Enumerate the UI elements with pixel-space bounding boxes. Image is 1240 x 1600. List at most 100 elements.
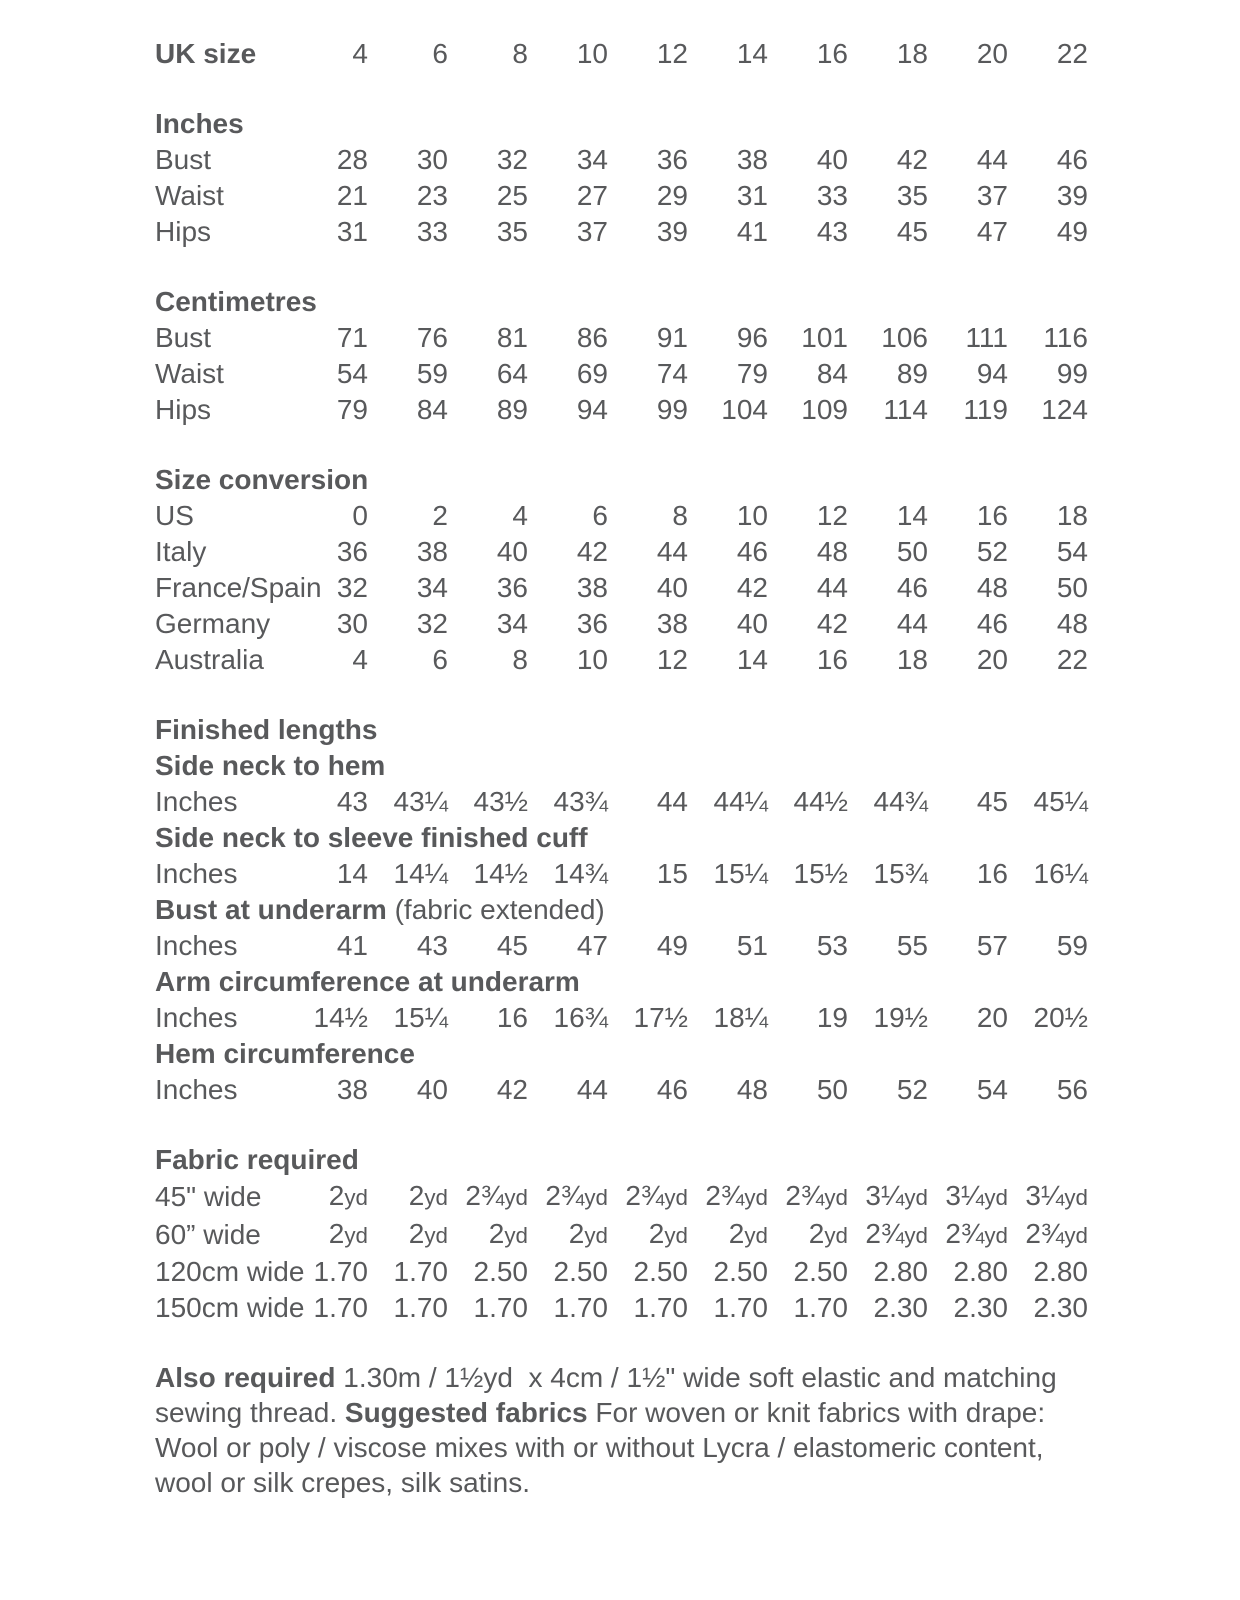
table-cell: 46	[736, 536, 768, 567]
table-cell: 50	[816, 1074, 848, 1105]
table-cell: 33	[816, 180, 848, 211]
row-label: Arm circumference at underarm	[155, 964, 1088, 1000]
table-cell: 4	[352, 644, 368, 675]
table-cell: 59	[1056, 930, 1088, 961]
uk-size-row: UK size 4 6 8 10 12 14 16 18 20 22	[155, 36, 1088, 72]
table-cell: 119	[963, 394, 1008, 425]
table-cell: 2.50	[793, 1256, 849, 1287]
yard-unit: yd	[904, 1223, 928, 1248]
spacer-cell	[155, 1108, 1088, 1142]
note-line: Also required 1.30m / 1½yd x 4cm / 1½" w…	[155, 1360, 1088, 1395]
table-cell: 15¼	[393, 1002, 449, 1033]
table-cell: 37	[976, 180, 1008, 211]
yard-unit: yd	[584, 1185, 608, 1210]
table-cell: 89	[896, 358, 928, 389]
table-cell: 3¼yd	[865, 1180, 928, 1211]
table-cell: 54	[1056, 536, 1088, 567]
table-cell: 2.30	[873, 1292, 929, 1323]
table-cell: 2.50	[633, 1256, 689, 1287]
row-heading-text: Side neck to hem	[155, 750, 386, 781]
table-cell: 74	[656, 358, 688, 389]
row-heading-text: Size conversion	[155, 464, 369, 495]
row-heading-text: Finished lengths	[155, 714, 378, 745]
table-row: 150cm wide 1.70 1.70 1.70 1.70 1.70 1.70 1.70 2.…	[155, 1290, 1088, 1326]
table-cell: 2yd	[648, 1218, 688, 1249]
table-cell: 2.30	[953, 1292, 1009, 1323]
table-cell: 40	[736, 608, 768, 639]
table-cell: 47	[576, 930, 608, 961]
table-cell: 41	[336, 930, 368, 961]
note-text: Wool or poly / viscose mixes with or wit…	[155, 1432, 1044, 1463]
table-cell: 36	[576, 608, 608, 639]
table-cell: 10	[576, 644, 608, 675]
table-cell: 1.70	[393, 1292, 449, 1323]
suggested-fabrics-label: Suggested fabrics	[344, 1397, 588, 1428]
table-cell: 86	[576, 322, 608, 353]
table-cell: 3¼yd	[1025, 1180, 1088, 1211]
table-cell: 2yd	[488, 1218, 528, 1249]
yard-unit: yd	[824, 1185, 848, 1210]
table-cell: 76	[416, 322, 448, 353]
table-cell: 2.80	[953, 1256, 1009, 1287]
table-cell: 32	[336, 572, 368, 603]
table-cell: 20	[976, 644, 1008, 675]
table-cell: 20	[976, 1002, 1008, 1033]
table-cell: 38	[336, 1074, 368, 1105]
table-row: 120cm wide 1.70 1.70 2.50 2.50 2.50 2.50 2.50 2.…	[155, 1254, 1088, 1290]
section-title-row: Inches	[155, 106, 1088, 142]
table-cell: 59	[416, 358, 448, 389]
table-cell: 79	[736, 358, 768, 389]
table-cell: 49	[1056, 216, 1088, 247]
table-row: France/Spain 32 34 36 38 40 42 44 46 48 50	[155, 570, 1088, 606]
row-label: UK size	[155, 38, 257, 69]
table-cell: 43½	[473, 786, 529, 817]
table-cell: 17½	[633, 1002, 689, 1033]
table-cell: 106	[881, 322, 928, 353]
table-cell: 41	[736, 216, 768, 247]
table-cell: 79	[336, 394, 368, 425]
row-label: Australia	[155, 644, 264, 675]
table-cell: 99	[656, 394, 688, 425]
size-chart-content: UK size 4 6 8 10 12 14 16 18 20 22 Inches Bust 28 30 32…	[155, 36, 1088, 1500]
table-cell: 69	[576, 358, 608, 389]
table-cell: 52	[976, 536, 1008, 567]
table-cell: 14¾	[553, 858, 609, 889]
table-cell: 29	[656, 180, 688, 211]
table-cell: 1.70	[633, 1292, 689, 1323]
table-cell: 36	[496, 572, 528, 603]
table-cell: 4	[512, 500, 528, 531]
table-row: Hips 31 33 35 37 39 41 43 45 47 49	[155, 214, 1088, 250]
table-cell: 1.70	[713, 1292, 769, 1323]
spacer-row	[155, 72, 1088, 106]
row-label: 45" wide	[155, 1181, 262, 1212]
table-cell: 84	[416, 394, 448, 425]
table-cell: 2.50	[713, 1256, 769, 1287]
table-cell: 4	[352, 38, 368, 69]
row-label: Side neck to hem	[155, 748, 1088, 784]
table-cell: 15	[656, 858, 688, 889]
yard-unit: yd	[584, 1223, 608, 1248]
table-cell: 2yd	[328, 1180, 368, 1211]
yard-unit: yd	[504, 1185, 528, 1210]
table-cell: 54	[976, 1074, 1008, 1105]
table-cell: 53	[816, 930, 848, 961]
table-cell: 104	[721, 394, 768, 425]
row-label: Hem circumference	[155, 1036, 1088, 1072]
size-chart-table: UK size 4 6 8 10 12 14 16 18 20 22 Inches Bust 28 30 32…	[155, 36, 1088, 1326]
row-label: Inches	[155, 1002, 238, 1033]
row-label: Hips	[155, 216, 212, 247]
row-label: 120cm wide	[155, 1256, 305, 1287]
table-row: Waist 21 23 25 27 29 31 33 35 37 39	[155, 178, 1088, 214]
table-cell: 51	[736, 930, 768, 961]
table-cell: 16¼	[1033, 858, 1089, 889]
table-cell: 35	[896, 180, 928, 211]
yard-unit: yd	[744, 1223, 768, 1248]
table-cell: 25	[496, 180, 528, 211]
table-cell: 2	[432, 500, 448, 531]
table-cell: 28	[336, 144, 368, 175]
table-cell: 3¼yd	[945, 1180, 1008, 1211]
table-cell: 44½	[793, 786, 849, 817]
also-required-label: Also required	[155, 1362, 336, 1393]
table-cell: 46	[976, 608, 1008, 639]
table-cell: 2.80	[873, 1256, 929, 1287]
